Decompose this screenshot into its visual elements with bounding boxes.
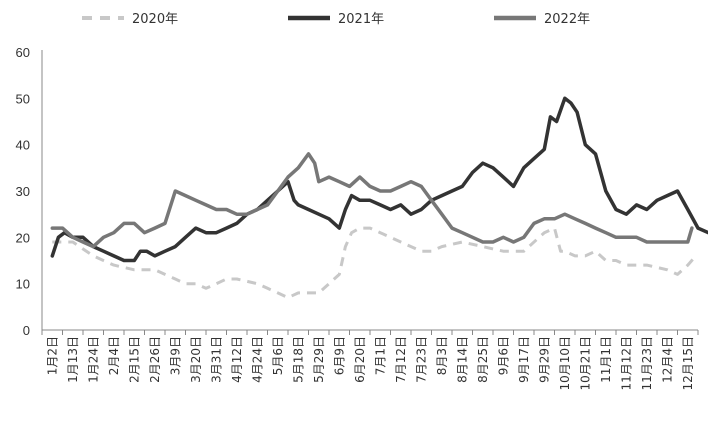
x-tick-label: 9月17日 (517, 336, 531, 383)
series-line-3 (50, 152, 694, 249)
series-line-2 (50, 96, 708, 263)
x-tick-label: 8月3日 (435, 336, 449, 375)
x-tick-label: 7月23日 (414, 336, 428, 383)
y-tick-label: 40 (16, 138, 30, 153)
x-tick-label: 6月20日 (353, 336, 367, 383)
y-tick-label: 0 (23, 323, 30, 338)
x-tick-label: 10月21日 (578, 336, 592, 391)
x-tick-label: 1月2日 (45, 336, 59, 375)
legend-label: 2021年 (338, 12, 384, 27)
x-tick-label: 3月9日 (168, 336, 182, 375)
x-tick-label: 11月12日 (619, 336, 633, 391)
x-tick-label: 9月6日 (496, 336, 510, 375)
x-tick-label: 5月18日 (291, 336, 305, 383)
x-tick-label: 1月24日 (86, 336, 100, 383)
x-tick-label: 3月20日 (189, 336, 203, 383)
legend-label: 2022年 (544, 12, 590, 27)
y-tick-label: 30 (16, 184, 30, 199)
series-line-1 (52, 226, 698, 300)
x-tick-label: 9月29日 (537, 336, 551, 383)
y-tick-label: 50 (16, 91, 30, 106)
x-tick-label: 7月12日 (394, 336, 408, 383)
x-tick-label: 4月24日 (250, 336, 264, 383)
x-tick-label: 5月29日 (312, 336, 326, 383)
x-tick-label: 2月15日 (127, 336, 141, 383)
x-tick-label: 2月26日 (148, 336, 162, 383)
x-tick-label: 7月1日 (373, 336, 387, 375)
x-axis: 1月2日 1月13日 1月24日 2月4日 2月15日 2月26日 3月9日 3月20日 3月3… (41, 329, 699, 391)
x-tick-label: 1月13日 (66, 336, 80, 383)
y-tick-label: 60 (16, 45, 30, 60)
x-tick-label: 6月9日 (332, 336, 346, 375)
y-tick-label: 10 (16, 277, 30, 292)
x-tick-label: 8月14日 (455, 336, 469, 383)
x-tick-label: 5月6日 (271, 336, 285, 375)
y-tick-label: 20 (16, 230, 30, 245)
x-tick-label: 12月15日 (681, 336, 695, 391)
x-tick-label: 8月25日 (476, 336, 490, 383)
x-tick-label: 12月4日 (660, 336, 674, 383)
x-tick-label: 4月12日 (230, 336, 244, 383)
series-layer (50, 96, 708, 300)
x-tick-label: 2月4日 (107, 336, 121, 375)
y-axis: 0 10 20 30 40 50 60 (16, 45, 43, 338)
x-tick-label: 11月23日 (640, 336, 654, 391)
x-tick-label: 11月1日 (599, 336, 613, 383)
x-tick-label: 3月31日 (209, 336, 223, 383)
legend-label: 2020年 (132, 12, 178, 27)
legend: 2020年 2021年 2022年 (82, 12, 590, 27)
x-tick-label: 10月10日 (558, 336, 572, 391)
